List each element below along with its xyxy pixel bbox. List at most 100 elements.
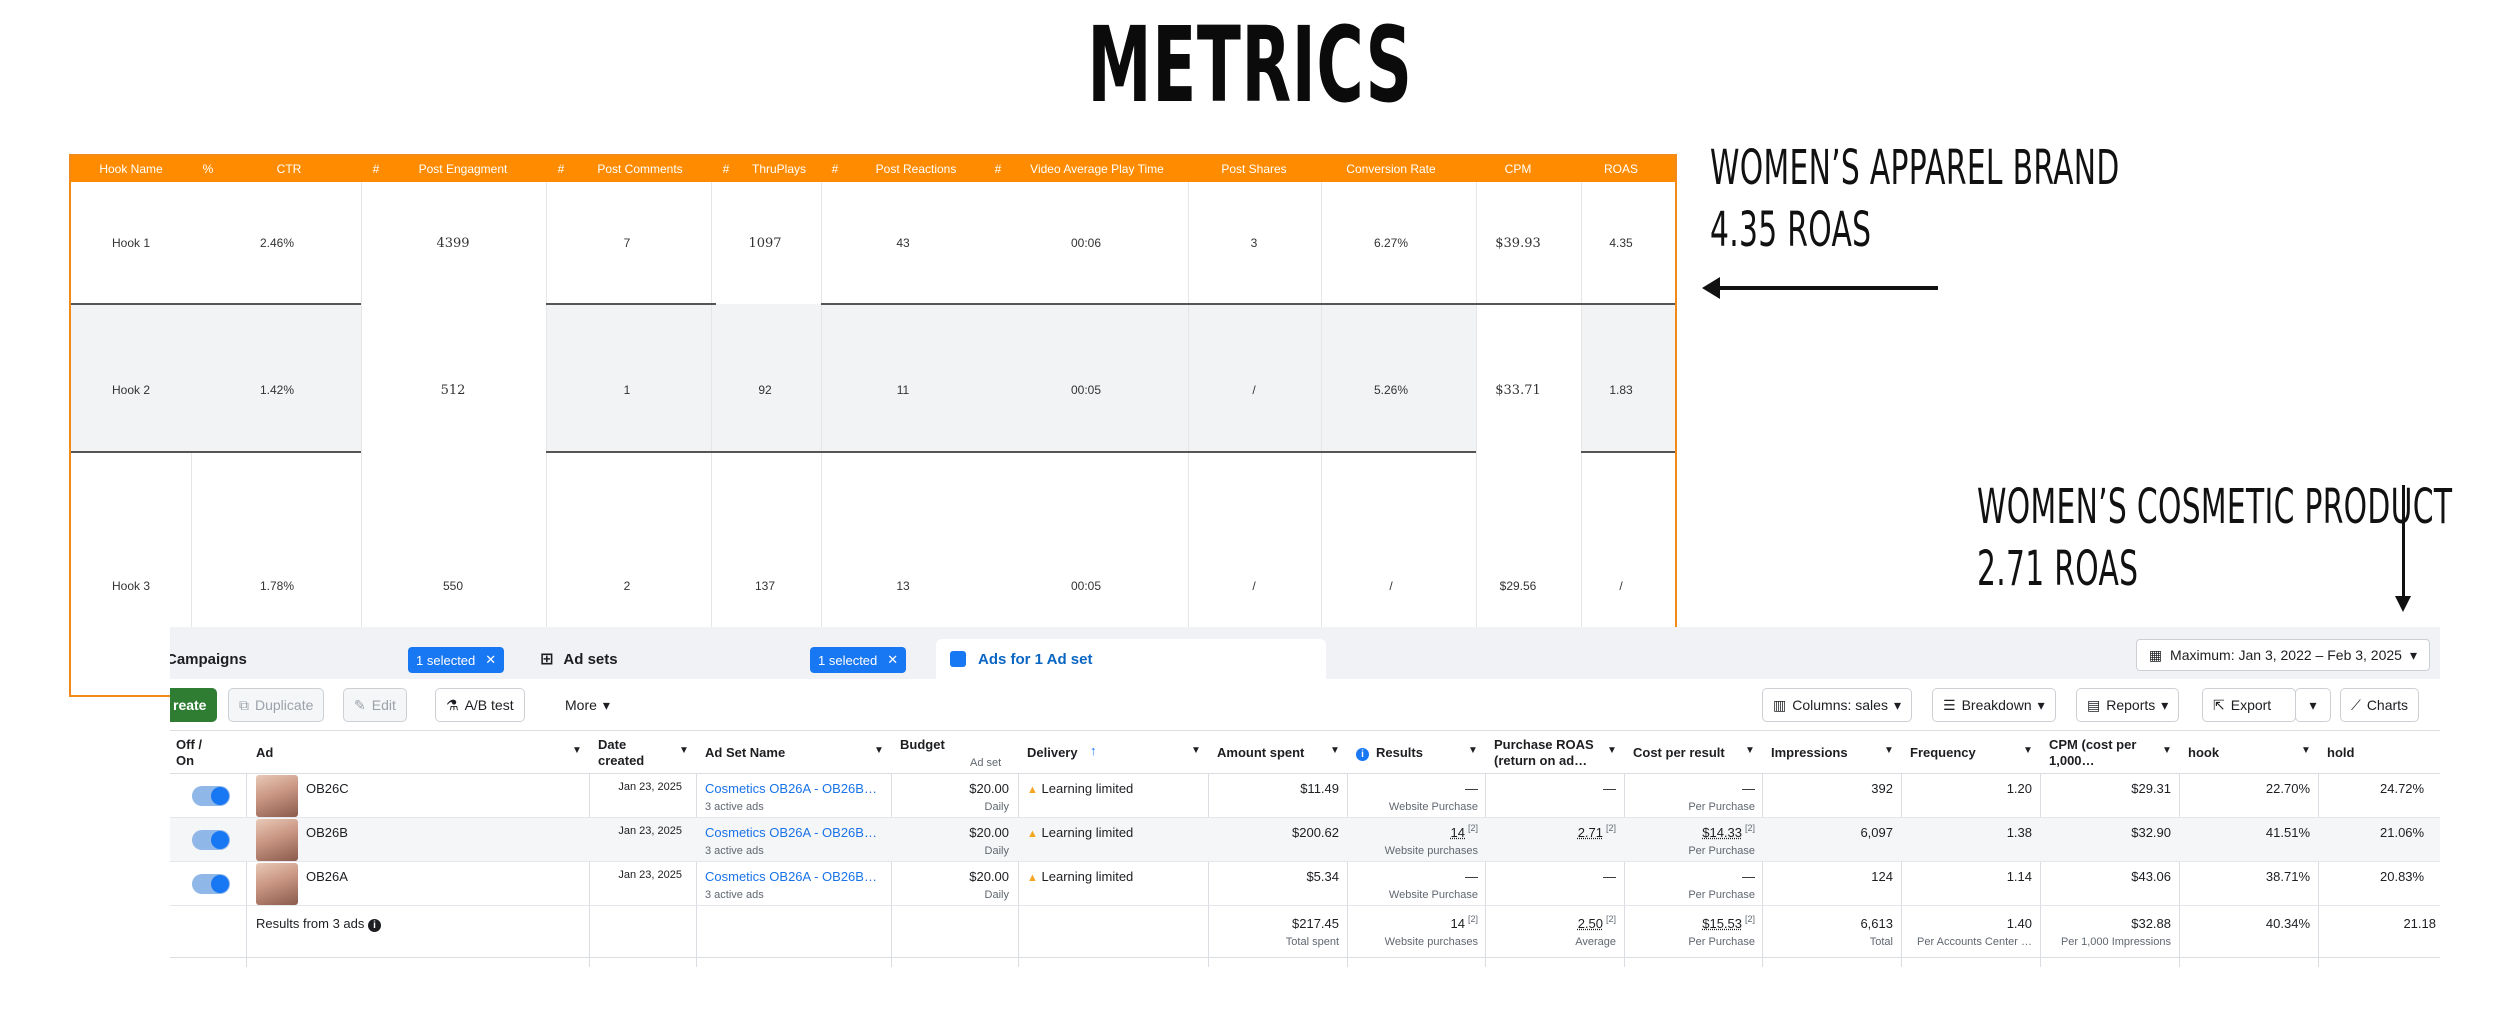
campaigns-selected-badge[interactable]: 1 selected ✕ [408, 647, 505, 673]
col-purchase-roas[interactable]: Purchase ROAS (return on ad… [1494, 737, 1594, 768]
chevron-down-icon[interactable]: ▼ [2023, 745, 2033, 756]
ad-set-sub: 3 active ads [705, 801, 764, 813]
adsets-selected-badge[interactable]: 1 selected ✕ [810, 647, 907, 673]
total-cpr[interactable]: $15.53 [1702, 916, 1742, 931]
header-video-play-time: Video Average Play Time [1030, 162, 1164, 176]
reports-button[interactable]: ▤ Reports ▾ [2076, 688, 2180, 722]
chevron-down-icon[interactable]: ▼ [572, 745, 582, 756]
tab-ads-label: Ads for 1 Ad set [978, 650, 1093, 668]
cosmetic-roas-label: 2.71 ROAS [1977, 541, 2139, 597]
ad-name[interactable]: OB26A [306, 869, 348, 884]
delivery-label: Learning limited [1041, 781, 1134, 796]
more-button[interactable]: More ▾ [555, 688, 620, 722]
cell-play-time: 00:06 [1070, 236, 1102, 250]
close-icon[interactable]: ✕ [485, 652, 497, 667]
chevron-down-icon[interactable]: ▼ [679, 745, 689, 756]
col-amount-spent[interactable]: Amount spent [1217, 745, 1305, 760]
cost-per-result[interactable]: $14.33 [1702, 825, 1742, 840]
col-frequency[interactable]: Frequency [1910, 745, 1976, 760]
create-button[interactable]: reate [170, 688, 218, 722]
results-sub: Website purchases [1384, 845, 1478, 857]
table-row[interactable]: OB26A Jan 23, 2025 Cosmetics OB26A - OB2… [170, 862, 2440, 906]
chevron-down-icon[interactable]: ▼ [1330, 745, 1340, 756]
totals-label: Results from 3 ads i [256, 916, 381, 932]
hold: 24.72% [2380, 781, 2425, 796]
col-date-created[interactable]: Date created [598, 737, 645, 768]
duplicate-label: Duplicate [255, 697, 314, 713]
col-hold[interactable]: hold [2327, 745, 2355, 760]
col-ad-set-name[interactable]: Ad Set Name [705, 745, 786, 760]
flask-icon: ⚗ [446, 696, 459, 713]
col-hook[interactable]: hook [2188, 745, 2220, 760]
col-cpm[interactable]: CPM (cost per 1,000… [2049, 737, 2137, 768]
delivery-label: Learning limited [1041, 825, 1134, 840]
charts-button[interactable]: ⟋ Charts [2340, 688, 2420, 722]
col-ad[interactable]: Ad [256, 745, 274, 760]
ad-set-link[interactable]: Cosmetics OB26A - OB26B… [705, 869, 877, 884]
ad-toggle[interactable] [192, 786, 230, 806]
cell-ctr: 1.78% [259, 579, 295, 593]
col-delivery[interactable]: Delivery [1027, 745, 1078, 760]
col-off-on[interactable]: Off / On [176, 737, 202, 768]
chevron-down-icon[interactable]: ▼ [2162, 745, 2172, 756]
header-post-reactions: Post Reactions [875, 162, 957, 176]
header-ctr: CTR [276, 162, 302, 176]
impressions: 392 [1871, 781, 1893, 796]
chevron-down-icon[interactable]: ▼ [1607, 745, 1617, 756]
col-results[interactable]: Results [1376, 745, 1423, 760]
cell-cpm: $39.93 [1495, 236, 1541, 251]
ad-set-link[interactable]: Cosmetics OB26A - OB26B… [705, 825, 877, 840]
header-hash-5: # [994, 162, 1002, 176]
left-arrow-icon [1702, 277, 1938, 299]
col-cost-per-result[interactable]: Cost per result [1633, 745, 1725, 760]
chevron-down-icon[interactable]: ▼ [1884, 745, 1894, 756]
cost-per-result-sub: Per Purchase [1688, 889, 1755, 901]
info-icon[interactable]: i [1356, 745, 1369, 761]
date-range-picker[interactable]: ▦ Maximum: Jan 3, 2022 – Feb 3, 2025 ▾ [2135, 639, 2430, 671]
tab-ads[interactable]: Ads for 1 Ad set [936, 639, 1326, 679]
columns-button[interactable]: ▥ Columns: sales ▾ [1762, 688, 1912, 722]
tab-ad-sets[interactable]: ⊞ Ad sets [540, 639, 618, 679]
close-icon[interactable]: ✕ [887, 652, 899, 667]
ad-set-link[interactable]: Cosmetics OB26A - OB26B… [705, 781, 877, 796]
cell-shares: / [1252, 579, 1256, 593]
ad-name[interactable]: OB26B [306, 825, 348, 840]
chevron-down-icon[interactable]: ▼ [1191, 745, 1201, 756]
total-roas[interactable]: 2.50 [1577, 916, 1603, 931]
reports-icon: ▤ [2087, 696, 2101, 713]
total-hold: 21.18 [2403, 916, 2436, 931]
cell-roas: 1.83 [1609, 383, 1633, 397]
breakdown-button[interactable]: ☰ Breakdown ▾ [1932, 688, 2056, 722]
duplicate-button[interactable]: ⧉ Duplicate [228, 688, 325, 722]
chevron-down-icon[interactable]: ▼ [874, 745, 884, 756]
purchase-roas[interactable]: 2.71 [1577, 825, 1603, 840]
total-frequency-sub: Per Accounts Center … [1917, 936, 2032, 948]
edit-button[interactable]: ✎ Edit [343, 688, 407, 722]
ad-name[interactable]: OB26C [306, 781, 349, 796]
table-row[interactable]: OB26C Jan 23, 2025 Cosmetics OB26A - OB2… [170, 774, 2440, 818]
total-results: 14 [1450, 916, 1465, 931]
info-icon[interactable]: i [368, 919, 381, 932]
total-roas-sub: Average [1575, 936, 1616, 948]
chevron-down-icon[interactable]: ▼ [2301, 745, 2311, 756]
cell-comments: 2 [623, 579, 631, 593]
ad-toggle[interactable] [192, 874, 230, 894]
col-impressions[interactable]: Impressions [1771, 745, 1848, 760]
budget-sub: Daily [984, 889, 1009, 901]
ab-test-button[interactable]: ⚗ A/B test [435, 688, 525, 722]
chevron-down-icon[interactable]: ▼ [1745, 745, 1755, 756]
export-button[interactable]: ⇱ Export [2202, 688, 2296, 722]
cell-conversion: 5.26% [1373, 383, 1409, 397]
col-budget[interactable]: Budget [900, 737, 945, 752]
header-hash-4: # [831, 162, 839, 176]
ad-toggle[interactable] [192, 830, 230, 850]
purchase-roas: — [1603, 869, 1616, 884]
tab-campaigns[interactable]: Campaigns [170, 639, 247, 679]
export-dropdown-button[interactable]: ▾ [2295, 688, 2331, 722]
results[interactable]: 14 [1450, 825, 1465, 840]
table-row[interactable]: OB26B Jan 23, 2025 Cosmetics OB26A - OB2… [170, 818, 2440, 862]
chevron-down-icon: ▾ [1893, 696, 1901, 713]
sort-up-arrow-icon[interactable]: ↑ [1090, 743, 1097, 758]
chevron-down-icon[interactable]: ▼ [1468, 745, 1478, 756]
header-hook-name: Hook Name [99, 162, 163, 176]
